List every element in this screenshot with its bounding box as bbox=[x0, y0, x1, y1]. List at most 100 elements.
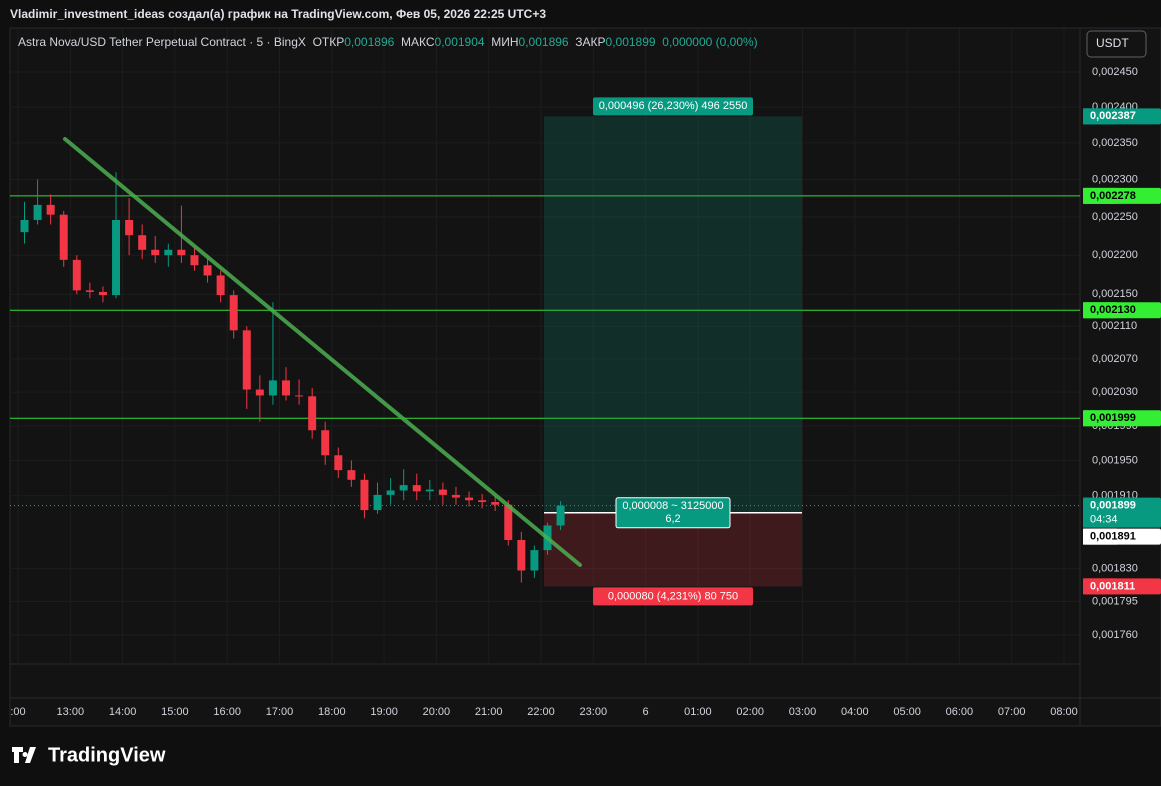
position-label-box bbox=[593, 587, 753, 606]
candle-body bbox=[465, 497, 474, 501]
y-tick-label: 0,001830 bbox=[1092, 563, 1138, 575]
currency-button-label[interactable]: USDT bbox=[1096, 36, 1129, 50]
position-label-box bbox=[615, 497, 731, 529]
candle-body bbox=[59, 214, 68, 260]
price-tag-label: 0,001891 bbox=[1090, 531, 1136, 543]
position-label-box bbox=[593, 97, 753, 116]
x-tick-label: 08:00 bbox=[1050, 706, 1078, 718]
candle-body bbox=[242, 330, 251, 390]
candle-body bbox=[504, 504, 513, 541]
x-tick-label: 13:00 bbox=[57, 706, 85, 718]
candle-body bbox=[46, 204, 55, 215]
price-tag-bg bbox=[1083, 497, 1161, 528]
position-label: 0,000496 (26,230%) 496 2550 bbox=[599, 100, 748, 112]
attribution: Vladimir_investment_ideas создал(а) граф… bbox=[10, 7, 547, 21]
x-tick-label: 18:00 bbox=[318, 706, 346, 718]
price-tag-label: 0,001899 bbox=[1090, 500, 1136, 512]
candle-body bbox=[177, 249, 186, 256]
trend-line bbox=[63, 137, 582, 567]
position-tool: 0,000496 (26,230%) 496 2550 0,000008 ~ 31… bbox=[10, 97, 1080, 606]
ohlc-label: МАКС bbox=[400, 35, 435, 49]
price-tag-label: 0,002387 bbox=[1090, 110, 1136, 122]
candle-body bbox=[125, 219, 134, 236]
candle-body bbox=[530, 550, 539, 571]
y-tick-label: 0,002070 bbox=[1092, 353, 1138, 365]
candle-body bbox=[373, 494, 382, 511]
ohlc-value: 0,001904 bbox=[434, 35, 485, 49]
candle-body bbox=[491, 502, 500, 505]
candle-body bbox=[321, 430, 330, 456]
price-tag-label: 0,001811 bbox=[1090, 580, 1135, 592]
candle-body bbox=[308, 396, 317, 431]
y-tick-label: 0,002150 bbox=[1092, 288, 1138, 300]
candle-body bbox=[386, 490, 395, 495]
candle-body bbox=[164, 249, 173, 256]
candle-body bbox=[85, 290, 94, 292]
grid bbox=[10, 28, 1080, 664]
candle-body bbox=[399, 485, 408, 491]
ohlc-value: 0,001896 bbox=[344, 35, 395, 49]
chart-panel bbox=[9, 27, 1161, 727]
candle-body bbox=[412, 485, 421, 492]
price-tag-bg bbox=[1083, 528, 1161, 545]
x-tick-label: 22:00 bbox=[527, 706, 555, 718]
x-tick-label: 21:00 bbox=[475, 706, 503, 718]
x-tick-label: :00 bbox=[10, 706, 25, 718]
candle-body bbox=[425, 489, 434, 492]
price-tag-bg bbox=[1083, 302, 1161, 319]
y-tick-label: 0,002200 bbox=[1092, 249, 1138, 261]
price-tag-label: 0,002130 bbox=[1090, 304, 1136, 316]
y-tick-label: 0,001795 bbox=[1092, 595, 1138, 607]
candle-body bbox=[451, 494, 460, 498]
candle-body bbox=[33, 204, 42, 220]
price-tag-bg bbox=[1083, 578, 1161, 595]
price-tag-bg bbox=[1083, 410, 1161, 427]
currency-button[interactable] bbox=[1086, 30, 1147, 58]
candle-body bbox=[347, 470, 356, 480]
x-tick-label: 06:00 bbox=[946, 706, 974, 718]
price-tag-bg bbox=[1083, 108, 1161, 125]
position-label: 0,000080 (4,231%) 80 750 bbox=[608, 590, 738, 602]
candle-body bbox=[438, 489, 447, 495]
price-tags: 0,002387 0,002278 0,002130 0,001999 0,001899… bbox=[1083, 108, 1161, 595]
position-label: 0,000008 ~ 3125000 bbox=[622, 500, 723, 512]
ohlc-label: МИН bbox=[491, 35, 519, 49]
candle-body bbox=[190, 255, 199, 266]
candle-body bbox=[98, 291, 107, 296]
y-tick-label: 0,001950 bbox=[1092, 454, 1138, 466]
profit-zone bbox=[544, 116, 802, 513]
x-tick-label: 04:00 bbox=[841, 706, 869, 718]
candle-body bbox=[268, 380, 277, 396]
candle-body bbox=[20, 219, 29, 233]
symbol-line: Astra Nova/USD Tether Perpetual Contract… bbox=[18, 35, 758, 49]
x-tick-label: 07:00 bbox=[998, 706, 1026, 718]
y-tick-label: 0,002450 bbox=[1092, 66, 1138, 78]
ohlc-value: 0,001899 bbox=[605, 35, 656, 49]
price-tag-label: 0,001999 bbox=[1090, 412, 1136, 424]
candle-body bbox=[334, 455, 343, 471]
x-tick-label: 14:00 bbox=[109, 706, 137, 718]
candle-body bbox=[556, 505, 565, 526]
x-tick-label: 15:00 bbox=[161, 706, 189, 718]
x-tick-label: 05:00 bbox=[893, 706, 921, 718]
position-label: 6,2 bbox=[665, 513, 680, 525]
candle-body bbox=[216, 275, 225, 296]
x-tick-label: 16:00 bbox=[213, 706, 241, 718]
y-tick-label: 0,002250 bbox=[1092, 211, 1138, 223]
x-tick-label: 02:00 bbox=[736, 706, 764, 718]
x-tick-label: 03:00 bbox=[789, 706, 817, 718]
candle-body bbox=[72, 259, 81, 291]
candle-body bbox=[112, 219, 121, 296]
candle-body bbox=[360, 479, 369, 511]
y-tick-label: 0,002300 bbox=[1092, 173, 1138, 185]
brand: TradingView bbox=[48, 744, 166, 766]
candle-body bbox=[138, 235, 147, 250]
change: 0,000000 (0,00%) bbox=[662, 35, 758, 49]
symbol: Astra Nova/USD Tether Perpetual Contract… bbox=[18, 35, 306, 49]
price-tag-label: 0,002278 bbox=[1090, 190, 1136, 202]
ohlc-label: ОТКР bbox=[312, 35, 345, 49]
candle-body bbox=[478, 500, 487, 503]
ohlc-label: ЗАКР bbox=[575, 35, 606, 49]
candle-body bbox=[255, 389, 264, 396]
